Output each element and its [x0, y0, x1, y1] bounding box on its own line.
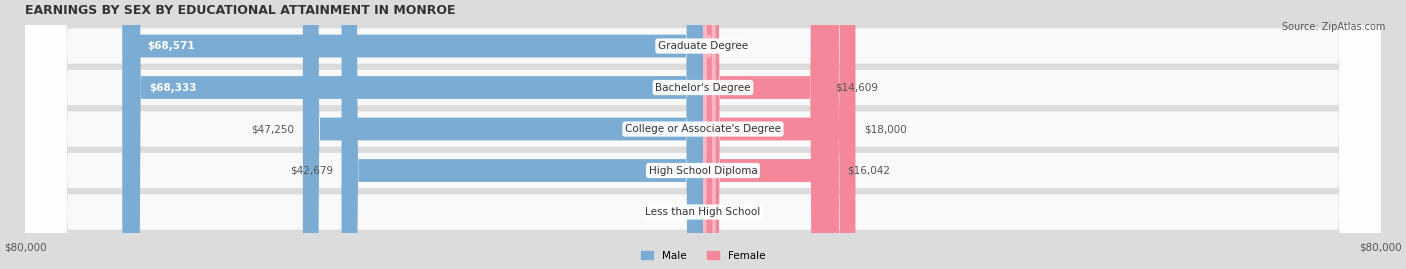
Text: High School Diploma: High School Diploma: [648, 165, 758, 175]
Text: Less than High School: Less than High School: [645, 207, 761, 217]
Text: College or Associate's Degree: College or Associate's Degree: [626, 124, 780, 134]
FancyBboxPatch shape: [25, 0, 1381, 269]
Text: Graduate Degree: Graduate Degree: [658, 41, 748, 51]
FancyBboxPatch shape: [25, 0, 1381, 269]
FancyBboxPatch shape: [703, 0, 716, 269]
Text: $68,333: $68,333: [149, 83, 197, 93]
Legend: Male, Female: Male, Female: [637, 247, 769, 265]
FancyBboxPatch shape: [703, 0, 855, 269]
FancyBboxPatch shape: [703, 0, 827, 269]
FancyBboxPatch shape: [703, 0, 839, 269]
FancyBboxPatch shape: [25, 0, 1381, 269]
Text: Bachelor's Degree: Bachelor's Degree: [655, 83, 751, 93]
Text: $0: $0: [724, 41, 737, 51]
FancyBboxPatch shape: [302, 0, 703, 269]
FancyBboxPatch shape: [703, 0, 716, 269]
Text: $16,042: $16,042: [848, 165, 890, 175]
FancyBboxPatch shape: [690, 0, 703, 269]
Text: $47,250: $47,250: [252, 124, 294, 134]
Text: $14,609: $14,609: [835, 83, 879, 93]
FancyBboxPatch shape: [122, 0, 703, 269]
Text: $0: $0: [724, 207, 737, 217]
Text: Source: ZipAtlas.com: Source: ZipAtlas.com: [1281, 22, 1385, 31]
FancyBboxPatch shape: [342, 0, 703, 269]
FancyBboxPatch shape: [25, 0, 1381, 269]
FancyBboxPatch shape: [124, 0, 703, 269]
Text: EARNINGS BY SEX BY EDUCATIONAL ATTAINMENT IN MONROE: EARNINGS BY SEX BY EDUCATIONAL ATTAINMEN…: [25, 4, 456, 17]
Text: $0: $0: [673, 207, 686, 217]
FancyBboxPatch shape: [25, 0, 1381, 269]
Text: $68,571: $68,571: [148, 41, 195, 51]
Text: $42,679: $42,679: [290, 165, 333, 175]
Text: $18,000: $18,000: [863, 124, 907, 134]
